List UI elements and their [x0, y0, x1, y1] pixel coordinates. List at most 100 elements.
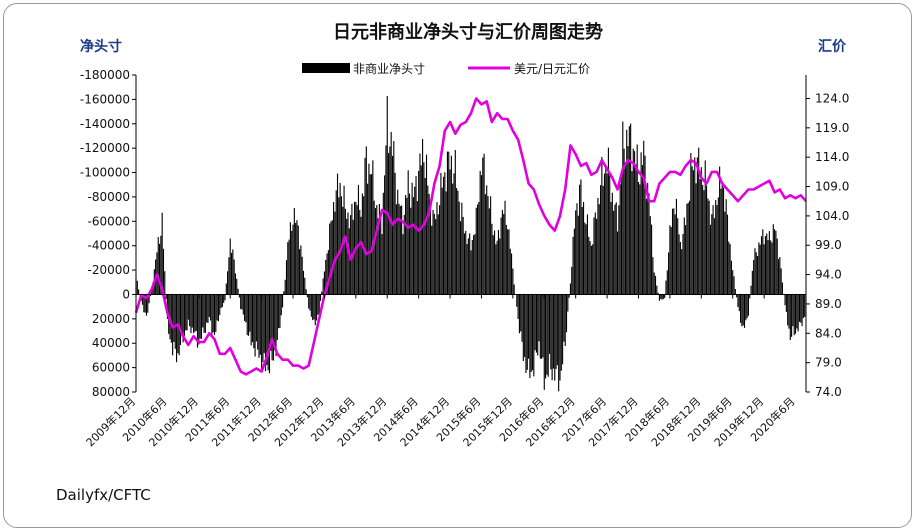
net-position-bar: [429, 199, 431, 295]
right-axis: 74.0 79.0 84.0 89.0 94.0 99.0 104.0 109.0 114.0 1…: [806, 91, 849, 399]
right-tick-label: 99.0: [815, 238, 842, 252]
net-position-bar: [555, 294, 557, 369]
axes: [135, 75, 807, 392]
net-position-bar: [186, 294, 188, 331]
net-position-bar: [141, 294, 144, 305]
net-position-bar: [615, 202, 617, 295]
net-position-bar: [147, 294, 149, 313]
left-tick-label: -40000: [87, 239, 130, 253]
net-position-bar: [461, 202, 463, 295]
net-position-bar: [788, 294, 790, 329]
net-position-bar: [185, 294, 187, 331]
net-position-bar: [630, 123, 632, 295]
net-position-bar: [195, 294, 197, 331]
net-position-bar: [565, 294, 568, 333]
net-position-bar: [395, 204, 397, 295]
net-position-bar: [297, 225, 299, 295]
net-position-bar: [313, 294, 315, 320]
right-tick-label: 114.0: [815, 150, 849, 164]
net-position-bar: [745, 294, 747, 321]
net-position-bar: [639, 184, 641, 295]
net-position-bar: [299, 249, 301, 295]
net-position-bar: [284, 279, 286, 295]
net-position-bar: [435, 219, 437, 295]
net-position-bar: [774, 229, 776, 295]
net-position-bar: [386, 96, 388, 295]
net-position-bar: [433, 213, 435, 295]
net-position-bar: [385, 145, 387, 295]
net-position-bar: [474, 234, 476, 295]
net-position-bar: [548, 294, 551, 354]
net-position-bar: [673, 208, 675, 295]
right-tick-label: 89.0: [815, 297, 842, 311]
net-position-bar: [643, 140, 645, 295]
right-axis-title: 汇价: [818, 39, 847, 55]
net-position-bar: [368, 163, 370, 295]
net-position-bar: [588, 236, 590, 295]
net-position-bar: [458, 201, 460, 295]
chart-title: 日元非商业净头寸与汇价周图走势: [333, 21, 603, 43]
net-position-bar: [530, 294, 532, 373]
net-position-bar: [620, 174, 623, 295]
net-position-bar: [699, 179, 701, 295]
net-position-bar: [665, 280, 667, 295]
net-position-bar: [594, 212, 596, 295]
net-position-bar: [593, 217, 595, 295]
net-position-bar: [692, 170, 695, 295]
net-position-bar: [640, 152, 642, 295]
net-position-bar: [312, 294, 314, 321]
net-position-bar: [316, 294, 318, 321]
net-position-bar: [145, 294, 148, 316]
left-tick-label: 20000: [92, 312, 130, 326]
net-position-bar: [144, 294, 146, 313]
net-position-bar: [670, 227, 672, 295]
net-position-bar: [479, 170, 481, 295]
net-position-bar: [376, 205, 378, 295]
net-position-bar: [261, 294, 263, 373]
net-position-bar: [334, 211, 336, 295]
net-position-bar: [202, 294, 204, 328]
net-position-bar: [691, 166, 693, 295]
net-position-bar: [723, 187, 725, 295]
net-position-bar: [466, 243, 468, 295]
net-position-bar: [369, 174, 371, 295]
net-position-bar: [338, 197, 340, 295]
net-position-bar: [198, 294, 200, 345]
net-position-bar: [432, 210, 434, 295]
source-label: Dailyfx/CFTC: [56, 486, 151, 504]
net-position-bar: [698, 147, 700, 295]
net-position-bar: [378, 204, 380, 295]
net-position-bar: [734, 288, 736, 295]
usdjpy-line: [134, 97, 807, 376]
net-position-bar: [215, 294, 217, 332]
net-position-bar: [660, 294, 662, 299]
net-position-bar: [271, 294, 273, 361]
net-position-bar: [781, 282, 784, 295]
net-position-bar: [237, 288, 239, 295]
net-position-bar: [414, 186, 416, 295]
net-position-bar: [405, 195, 407, 295]
net-position-bar: [757, 256, 759, 295]
net-position-bar: [695, 183, 697, 295]
net-position-bar: [637, 182, 640, 295]
net-position-bar: [596, 218, 598, 295]
net-position-bar: [647, 182, 649, 295]
net-position-bar: [631, 171, 633, 295]
net-position-bar: [228, 257, 230, 295]
net-position-bar: [162, 248, 165, 295]
net-position-bar: [607, 147, 609, 295]
net-position-bar: [700, 167, 702, 295]
net-position-bar: [688, 200, 691, 295]
net-position-bar: [648, 193, 650, 295]
usdjpy-line-layer: [134, 97, 807, 376]
net-position-bar: [624, 163, 626, 295]
left-tick-label: -100000: [80, 166, 130, 180]
net-position-bar: [467, 238, 469, 295]
net-position-bar: [254, 294, 256, 357]
net-position-bar: [247, 294, 250, 336]
net-position-bar: [619, 183, 621, 295]
net-position-bar: [677, 218, 679, 295]
net-position-bar: [377, 218, 379, 295]
net-position-bar: [431, 225, 433, 295]
net-position-bar: [149, 294, 151, 297]
